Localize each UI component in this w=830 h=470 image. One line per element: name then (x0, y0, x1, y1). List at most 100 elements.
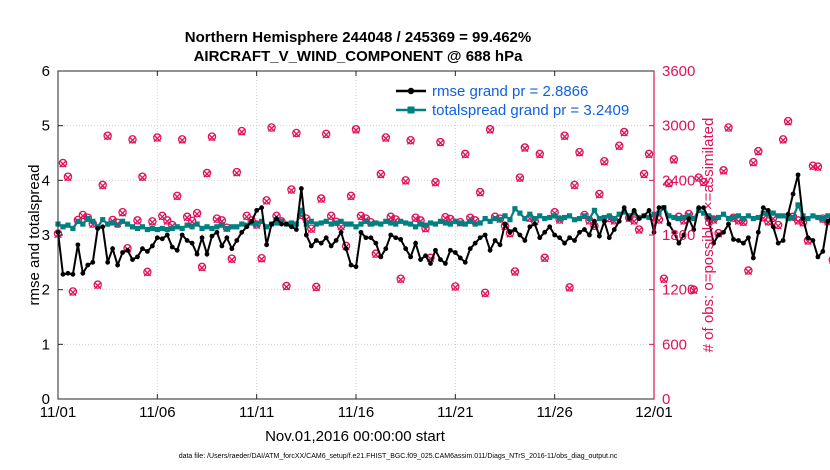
obs-possible-marker (575, 147, 584, 157)
obs-assimilated-marker (69, 288, 77, 297)
obs-assimilated-marker (208, 133, 216, 142)
totalspread-point (492, 216, 498, 222)
obs-assimilated-stroke (173, 193, 181, 201)
obs-possible-marker (749, 157, 758, 167)
totalspread-point (686, 213, 692, 219)
rmse-point (279, 221, 284, 227)
rmse-point (443, 261, 448, 266)
rmse-point (706, 216, 712, 222)
rmse-point (100, 224, 106, 230)
legend-spread-label: totalspread grand pr = 3.2409 (432, 102, 629, 119)
totalspread-point (522, 216, 528, 222)
obs-assimilated-stroke (665, 180, 673, 188)
obs-assimilated-stroke (794, 217, 802, 225)
totalspread-point (512, 206, 518, 212)
obs-assimilated-marker (402, 177, 410, 185)
totalspread-point (149, 225, 155, 232)
obs-assimilated-marker (411, 214, 420, 223)
obs-assimilated-stroke (99, 182, 107, 190)
obs-possible-marker (177, 135, 187, 144)
rmse-point (775, 240, 781, 246)
totalspread-point (139, 224, 146, 230)
rmse-point (447, 247, 453, 253)
obs-assimilated-marker (615, 142, 623, 151)
obs-assimilated-marker (282, 283, 291, 291)
y-tick-label-left: 5 (42, 118, 50, 135)
obs-possible-marker (326, 211, 336, 221)
rmse-point (467, 246, 473, 252)
rmse-point (413, 240, 418, 246)
totalspread-point (715, 214, 722, 221)
obs-possible-marker (138, 172, 147, 181)
data-file-footer: data file: /Users/raeder/DAI/ATM_forcXX/… (179, 453, 618, 460)
obs-possible-marker (565, 283, 574, 292)
rmse-point (502, 221, 508, 227)
rmse-point (552, 232, 558, 238)
y-tick-label-left: 0 (42, 391, 50, 408)
rmse-point (780, 238, 786, 243)
obs-assimilated-stroke (307, 225, 315, 234)
obs-assimilated-stroke (436, 139, 445, 147)
obs-assimilated-stroke (560, 132, 569, 141)
obs-possible-marker (172, 191, 182, 201)
obs-assimilated-marker (690, 286, 698, 295)
rmse-point (601, 218, 607, 224)
obs-possible-marker (634, 225, 644, 234)
rmse-point (209, 233, 215, 239)
totalspread-point (65, 222, 71, 228)
totalspread-point (810, 213, 816, 219)
totalspread-point (234, 224, 240, 230)
obs-assimilated-stroke (312, 284, 320, 292)
y-tick-label-right: 0 (662, 391, 670, 408)
obs-assimilated-stroke (208, 133, 216, 142)
rmse-point (557, 235, 563, 241)
obs-assimilated-marker (774, 222, 782, 230)
obs-assimilated-stroke (431, 179, 440, 187)
obs-assimilated-stroke (799, 219, 807, 227)
totalspread-point (229, 224, 235, 230)
totalspread-point (482, 216, 488, 222)
obs-assimilated-marker (64, 173, 72, 182)
totalspread-point (725, 216, 732, 222)
rmse-point (433, 247, 438, 253)
totalspread-point (442, 220, 448, 226)
obs-assimilated-stroke (481, 290, 489, 298)
obs-possible-marker (724, 123, 733, 132)
totalspread-point (323, 218, 329, 224)
obs-assimilated-stroke (387, 214, 395, 222)
obs-possible-marker (411, 213, 420, 222)
obs-assimilated-stroke (695, 174, 703, 183)
rmse-point (358, 229, 364, 235)
rmse-point (145, 249, 150, 254)
obs-assimilated-stroke (128, 136, 137, 144)
obs-possible-marker (202, 168, 212, 178)
obs-assimilated-marker (575, 149, 584, 157)
rmse-point (572, 238, 577, 243)
obs-assimilated-stroke (635, 226, 643, 235)
obs-possible-marker (436, 137, 445, 147)
rmse-point (815, 254, 821, 260)
obs-possible-marker (540, 253, 549, 263)
obs-assimilated-stroke (327, 213, 335, 221)
totalspread-point (288, 220, 295, 226)
obs-possible-marker (257, 253, 266, 263)
rmse-point (60, 271, 66, 277)
rmse-point (547, 224, 553, 230)
rmse-point (388, 232, 394, 238)
obs-assimilated-stroke (382, 134, 390, 143)
rmse-point (641, 213, 647, 219)
rmse-point (656, 205, 662, 211)
totalspread-point (472, 221, 478, 227)
obs-possible-marker (128, 135, 137, 144)
totalspread-point (537, 213, 543, 219)
obs-possible-marker (262, 196, 271, 205)
totalspread-point (60, 224, 66, 230)
y-tick-label-left: 4 (42, 172, 50, 189)
rmse-point (477, 235, 483, 241)
x-tick-label: 11/11 (239, 404, 274, 421)
rmse-point (487, 247, 493, 253)
totalspread-point (681, 214, 687, 221)
obs-assimilated-stroke (411, 214, 420, 223)
totalspread-point (413, 224, 419, 230)
